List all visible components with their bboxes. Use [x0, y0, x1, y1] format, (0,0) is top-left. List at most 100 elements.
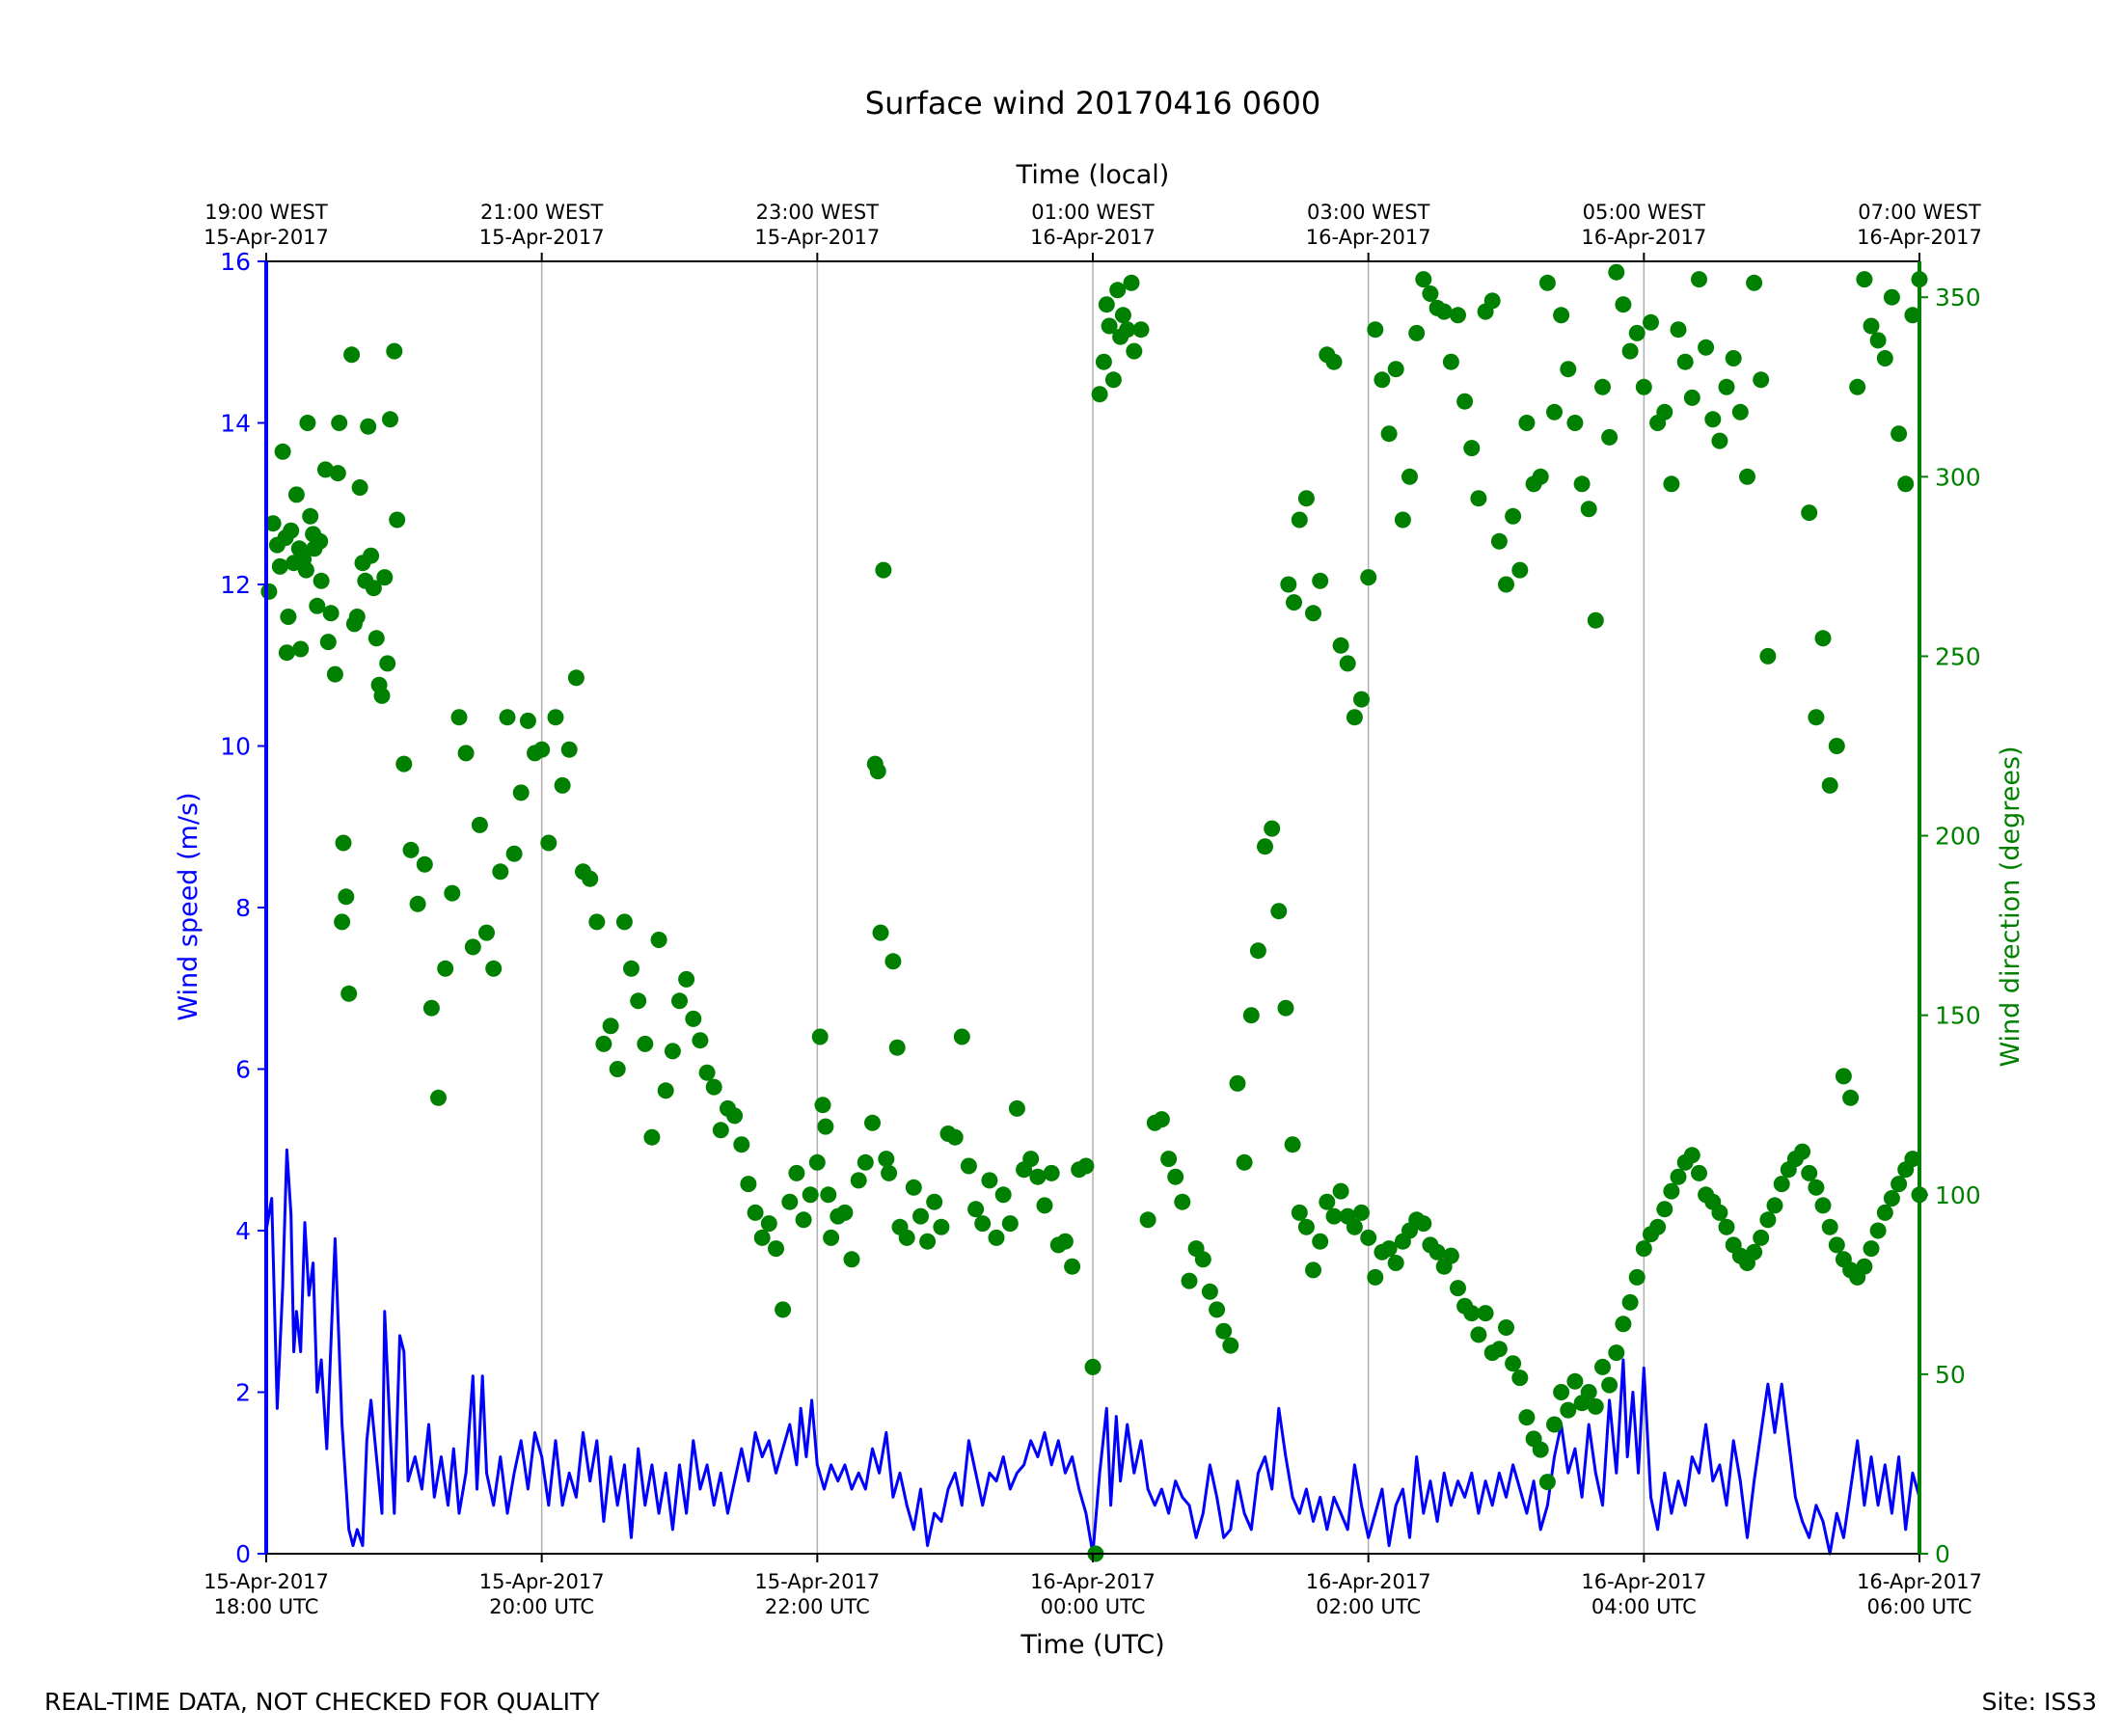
wind-direction-point	[1483, 292, 1501, 310]
wind-direction-point	[1201, 1283, 1218, 1300]
wind-direction-point	[334, 913, 351, 931]
wind-direction-point	[280, 609, 297, 625]
wind-direction-point	[1450, 1280, 1466, 1297]
x2-tick-label: 16-Apr-2017	[1857, 226, 1982, 249]
wind-direction-point	[1353, 691, 1370, 708]
wind-direction-point	[1808, 1179, 1825, 1196]
wind-direction-point	[1814, 1197, 1832, 1214]
wind-direction-point	[1863, 1240, 1880, 1258]
wind-direction-point	[1291, 1204, 1308, 1221]
x2-tick-label: 23:00 WEST	[756, 201, 880, 224]
wind-direction-point	[1753, 1229, 1770, 1246]
wind-direction-point	[788, 1164, 805, 1181]
wind-direction-point	[1566, 415, 1584, 431]
wind-direction-point	[692, 1032, 709, 1049]
wind-direction-point	[1814, 630, 1832, 647]
wind-direction-point	[1490, 532, 1508, 550]
wind-direction-point	[1257, 838, 1273, 855]
wind-direction-point	[1869, 332, 1887, 349]
wind-direction-point	[1608, 1344, 1625, 1362]
wind-direction-point	[264, 515, 282, 532]
wind-direction-point	[650, 932, 667, 948]
wind-direction-point	[1380, 425, 1398, 443]
wind-direction-point	[1008, 1099, 1025, 1117]
wind-direction-point	[698, 1064, 716, 1081]
wind-direction-point	[1498, 576, 1514, 593]
wind-direction-point	[540, 834, 558, 852]
wind-direction-point	[1325, 1207, 1343, 1225]
wind-direction-point	[1656, 1201, 1673, 1218]
wind-direction-point	[1095, 353, 1112, 370]
wind-direction-point	[1621, 1293, 1639, 1311]
wind-direction-point	[1132, 321, 1150, 339]
wind-direction-point	[1704, 411, 1722, 428]
wind-direction-point	[1746, 274, 1763, 291]
wind-direction-point	[373, 687, 391, 704]
wind-direction-point	[554, 776, 571, 794]
wind-direction-point	[1428, 1243, 1446, 1261]
x-tick-label: 16-Apr-2017	[1857, 1570, 1982, 1593]
wind-direction-point	[271, 557, 288, 575]
wind-direction-point	[1904, 1151, 1921, 1168]
wind-direction-point	[1084, 1358, 1102, 1375]
wind-direction-point	[348, 609, 366, 625]
wind-direction-point	[1498, 1319, 1514, 1336]
wind-direction-point	[1821, 776, 1838, 794]
wind-direction-point	[505, 845, 523, 862]
wind-direction-point	[367, 630, 385, 647]
wind-direction-point	[1174, 1193, 1191, 1210]
wind-direction-point	[297, 561, 314, 579]
wind-direction-point	[582, 870, 599, 887]
wind-direction-point	[1615, 296, 1632, 313]
wind-direction-point	[299, 415, 316, 431]
wind-direction-point	[1380, 1240, 1398, 1258]
x2-tick-label: 16-Apr-2017	[1030, 226, 1156, 249]
y2-tick-label: 50	[1935, 1361, 1966, 1389]
wind-direction-point	[1683, 1147, 1700, 1164]
wind-direction-point	[1339, 655, 1356, 672]
wind-direction-point	[775, 1301, 792, 1318]
wind-direction-point	[1739, 468, 1755, 485]
wind-direction-point	[1608, 263, 1625, 281]
wind-direction-point	[726, 1107, 744, 1125]
x2-tick-label: 16-Apr-2017	[1306, 226, 1431, 249]
wind-direction-point	[1126, 342, 1143, 360]
wind-direction-point	[1828, 738, 1845, 754]
wind-direction-point	[1167, 1168, 1184, 1185]
wind-direction-point	[615, 913, 633, 931]
wind-direction-point	[1663, 475, 1680, 493]
wind-direction-point	[560, 741, 578, 758]
wind-direction-point	[302, 507, 319, 525]
wind-direction-point	[912, 1207, 929, 1225]
wind-direction-point	[630, 992, 647, 1010]
wind-direction-point	[499, 709, 516, 726]
x-tick-label: 18:00 UTC	[214, 1595, 319, 1618]
wind-direction-point	[533, 741, 551, 758]
site-label: Site: ISS3	[1981, 1688, 2097, 1716]
wind-direction-point	[1056, 1233, 1074, 1250]
wind-direction-point	[1280, 576, 1297, 593]
wind-direction-point	[1676, 353, 1694, 370]
wind-direction-point	[278, 644, 295, 662]
wind-direction-point	[857, 1153, 874, 1171]
wind-direction-point	[316, 461, 334, 478]
wind-direction-point	[1415, 271, 1432, 288]
wind-direction-point	[1615, 1316, 1632, 1333]
x-tick-label: 15-Apr-2017	[204, 1570, 329, 1593]
y2-tick-label: 350	[1935, 284, 1981, 312]
wind-direction-point	[872, 924, 889, 941]
wind-direction-point	[1353, 1204, 1370, 1221]
wind-direction-point	[1236, 1153, 1253, 1171]
wind-direction-point	[1367, 321, 1384, 339]
wind-direction-point	[1511, 1370, 1529, 1387]
wind-direction-point	[609, 1061, 626, 1077]
wind-direction-point	[471, 816, 488, 833]
wind-direction-point	[379, 655, 396, 672]
y-tick-label: 12	[220, 571, 251, 599]
wind-direction-point	[512, 784, 530, 801]
wind-direction-point	[1264, 820, 1281, 837]
x2-tick-label: 05:00 WEST	[1583, 201, 1706, 224]
wind-direction-point	[329, 465, 346, 482]
wind-direction-point	[1064, 1258, 1081, 1275]
wind-direction-point	[1305, 1261, 1321, 1279]
